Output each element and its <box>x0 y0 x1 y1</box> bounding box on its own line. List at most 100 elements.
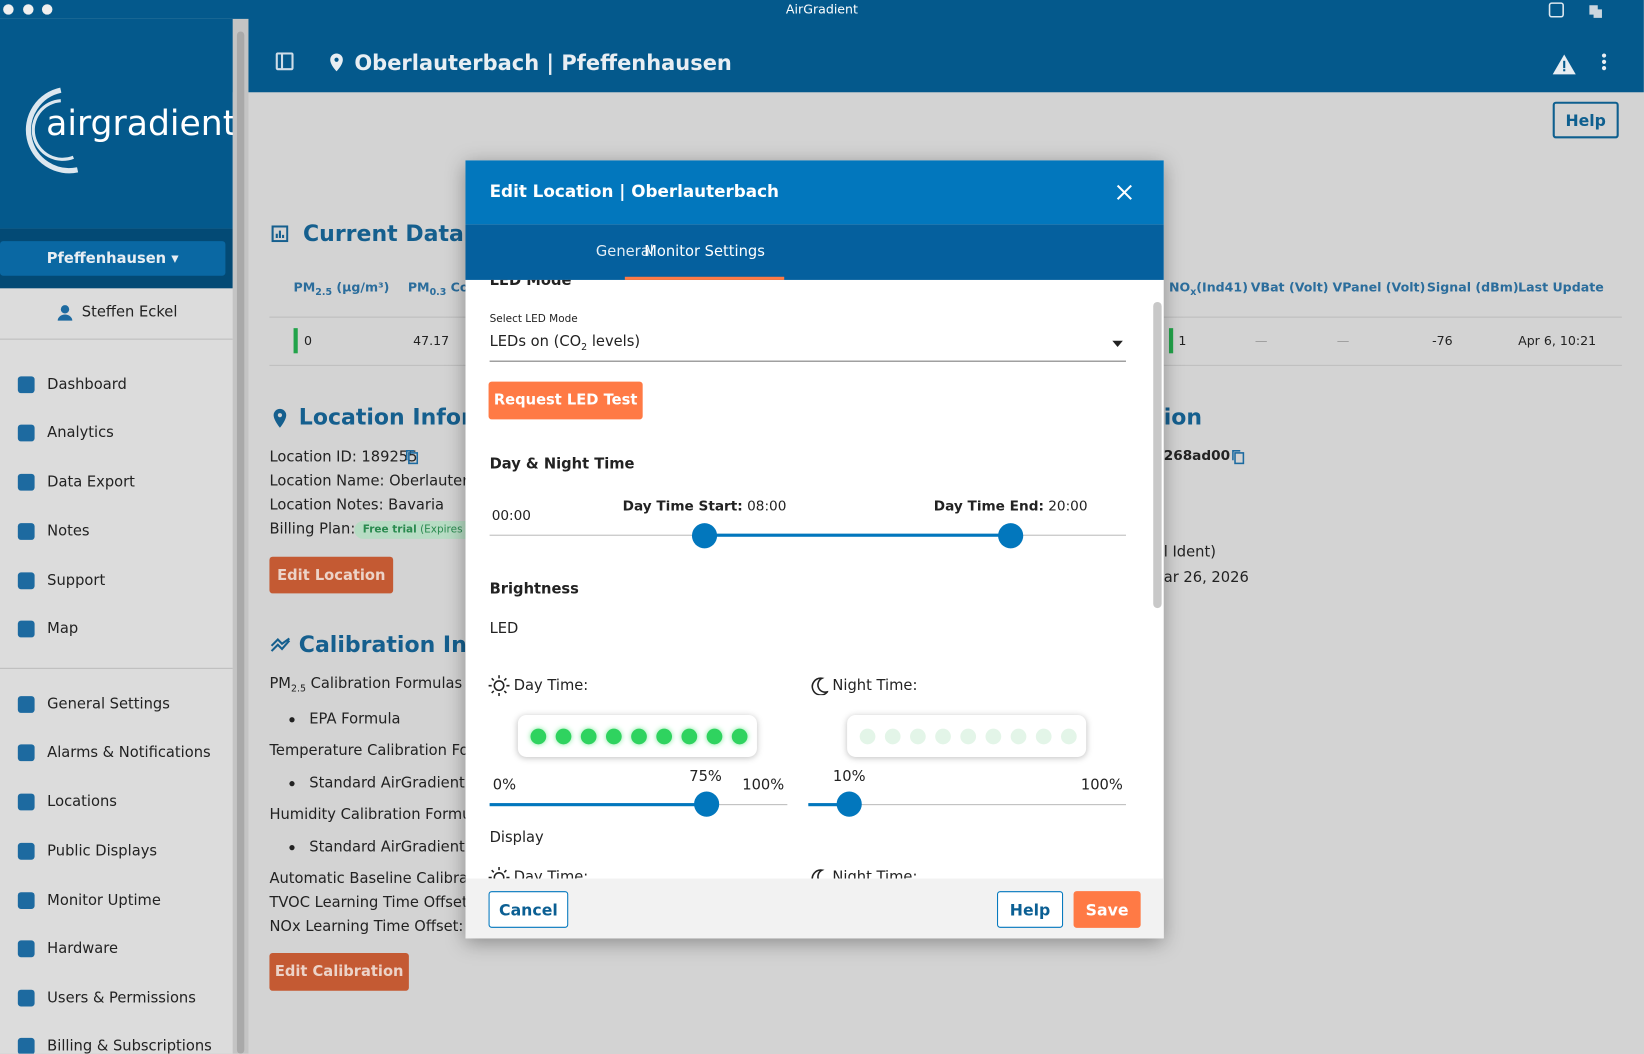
column-rest: (Ind41) <box>1196 279 1248 295</box>
slider-range <box>704 533 1011 537</box>
help-button[interactable]: Help <box>1552 101 1619 139</box>
slider-thumb[interactable] <box>836 791 862 817</box>
info-line: EPA Formula <box>309 710 401 728</box>
led-dot <box>731 728 748 745</box>
table-cell: — <box>1254 333 1268 349</box>
sun-icon <box>488 675 510 697</box>
modal-body: LED Mode Select LED Mode LEDs on (CO2 le… <box>465 280 1163 879</box>
window-title: AirGradient <box>785 2 858 17</box>
nav-item[interactable]: Dashboard <box>47 376 127 394</box>
scrollbar-thumb <box>236 31 245 1054</box>
chart-icon <box>271 225 289 243</box>
led-dot <box>530 728 547 745</box>
info-line: Automatic Baseline Calibration <box>269 870 497 887</box>
column-text: NO <box>1168 279 1191 295</box>
column-text: PM <box>407 279 430 295</box>
slider-thumb[interactable] <box>694 791 720 817</box>
section-heading: Day & Night Time <box>489 456 635 473</box>
slider-thumb[interactable] <box>691 523 718 549</box>
led-dot <box>580 728 597 745</box>
night-time-label: Night Time: <box>832 869 918 879</box>
calibration-icon <box>270 637 291 652</box>
info-line: l Ident) <box>1163 544 1216 561</box>
slider-range <box>489 803 707 807</box>
range-start: 00:00 <box>491 508 531 525</box>
day-end-label: Day Time End: <box>933 499 1044 515</box>
column-header: Signal (dBm) <box>1427 278 1519 297</box>
section-heading: LED Mode <box>489 279 572 290</box>
led-dot <box>910 728 926 745</box>
modal-header <box>465 160 1164 225</box>
close-button[interactable] <box>1116 184 1133 201</box>
nav-item[interactable]: Users & Permissions <box>47 989 196 1007</box>
edit-location-button[interactable]: Edit Location <box>269 556 394 594</box>
cancel-button[interactable]: Cancel <box>488 891 569 928</box>
nav-item[interactable]: Notes <box>47 523 90 540</box>
column-text: VBat (Volt) <box>1250 279 1329 295</box>
copy-icon[interactable] <box>405 450 419 465</box>
nav-item[interactable]: Analytics <box>47 424 114 442</box>
table-cell: -76 <box>1432 333 1453 349</box>
select-rest: levels) <box>587 333 641 351</box>
section-title: Current Data <box>302 221 464 247</box>
tab-bar <box>465 224 1164 280</box>
modal-help-button[interactable]: Help <box>997 891 1064 928</box>
table-cell: 0 <box>304 333 313 349</box>
day-end-value: 20:00 <box>1048 499 1088 515</box>
slider-thumb[interactable] <box>998 523 1024 549</box>
select-value[interactable]: LEDs on (CO2 levels) <box>490 332 641 357</box>
led-dot <box>1010 728 1027 745</box>
field-label: Select LED Mode <box>489 313 578 326</box>
day-end: Day Time End: 20:00 <box>906 498 1116 517</box>
save-button[interactable]: Save <box>1073 891 1141 928</box>
edit-calibration-button[interactable]: Edit Calibration <box>269 952 409 991</box>
tab-label: General <box>595 243 654 261</box>
column-text: Signal (dBm) <box>1426 279 1519 295</box>
nav-item[interactable]: Hardware <box>47 940 119 958</box>
led-dot <box>706 728 723 745</box>
nav-item[interactable]: Support <box>47 572 106 590</box>
nav-item[interactable]: Map <box>47 620 79 638</box>
pm-rest: Calibration Formulas Ap <box>305 675 487 692</box>
nav-item[interactable]: Monitor Uptime <box>47 892 161 909</box>
request-led-test-button[interactable]: Request LED Test <box>488 381 643 420</box>
nav-icon <box>17 572 35 590</box>
nav-icon <box>17 793 35 811</box>
led-dot <box>884 728 901 745</box>
tab[interactable]: General <box>465 242 654 261</box>
led-dot <box>631 728 647 745</box>
nav-icon <box>17 940 35 958</box>
nav-icon <box>17 842 35 860</box>
slider-min: 0% <box>492 776 517 794</box>
info-line: Location Notes: Bavaria <box>269 496 445 514</box>
nav-item[interactable]: Alarms & Notifications <box>47 744 211 762</box>
led-dot <box>656 728 673 745</box>
column-text: VPanel (Volt) <box>1332 279 1426 295</box>
column-sub: x <box>1190 287 1197 299</box>
nav-icon <box>17 892 35 909</box>
pin-icon <box>273 408 287 428</box>
column-sub: 0.3 <box>429 287 447 299</box>
sub-label: LED <box>489 620 519 638</box>
slider-max: 100% <box>1080 776 1123 794</box>
copy-icon[interactable] <box>1232 450 1245 465</box>
info-line: Billing Plan: <box>269 521 356 538</box>
column-header: Last Update <box>1518 278 1604 297</box>
info-line: Humidity Calibration Formula <box>269 806 485 823</box>
info-line: Location ID: 189255 <box>269 448 418 466</box>
place-selector[interactable]: Pfeffenhausen ▾ <box>0 241 226 276</box>
nav-item[interactable]: General Settings <box>47 696 170 713</box>
nav-item[interactable]: Data Export <box>47 473 135 491</box>
sun-icon <box>488 867 510 879</box>
column-header: VPanel (Volt) <box>1333 278 1426 297</box>
bullet <box>289 717 295 723</box>
nav-item[interactable]: Billing & Subscriptions <box>47 1037 212 1054</box>
window-controls <box>3 4 53 15</box>
table-cell: — <box>1336 333 1350 349</box>
nav-item[interactable]: Locations <box>47 793 117 811</box>
nav-item[interactable]: Public Displays <box>47 842 158 860</box>
modal-scrollbar <box>1153 301 1162 609</box>
user-name: Steffen Eckel <box>81 304 178 321</box>
tab-active[interactable]: Monitor Settings <box>644 243 765 261</box>
nav-icon <box>17 989 35 1007</box>
